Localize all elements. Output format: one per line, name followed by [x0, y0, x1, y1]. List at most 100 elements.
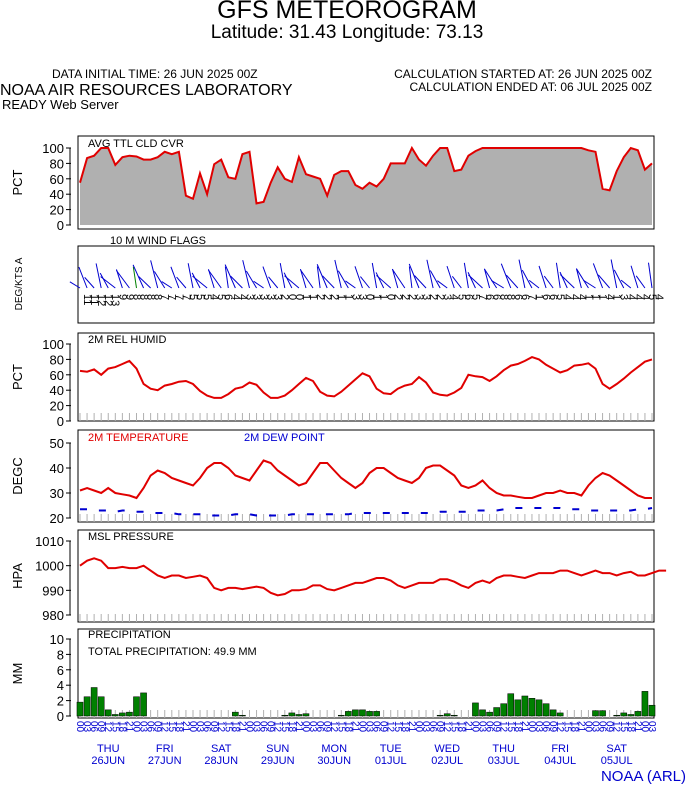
- precip-bar: [239, 714, 246, 717]
- wind-barb: [408, 266, 413, 289]
- precip-bar: [493, 707, 500, 717]
- wind-speed-label: 3: [420, 294, 432, 300]
- wind-speed-label: 2: [279, 294, 291, 300]
- wind-speed-label: 2: [321, 294, 333, 300]
- hour-label: 15: [618, 721, 629, 733]
- hour-label: 18: [568, 721, 579, 733]
- wind-barb: [207, 269, 222, 289]
- hour-label: 06: [258, 721, 269, 733]
- hour-label: 21: [575, 721, 586, 733]
- wind-barb: [299, 269, 314, 289]
- hour-label: 21: [123, 721, 134, 733]
- hour-label: 12: [102, 721, 113, 733]
- precip-bar: [521, 695, 529, 717]
- wind-speed-label: 3: [272, 294, 284, 300]
- hour-label: 12: [328, 721, 339, 733]
- wind-barb: [207, 269, 215, 289]
- precip-bar: [507, 693, 515, 717]
- hour-label: 09: [208, 721, 219, 733]
- panel-title-dewpoint: 2M DEW POINT: [244, 432, 325, 444]
- wind-barb: [192, 275, 208, 289]
- dewpoint-line: [80, 507, 653, 517]
- ytick-label: 40: [50, 187, 64, 202]
- wind-barb: [262, 266, 272, 289]
- day-of-week-label: WED: [434, 743, 460, 755]
- wind-barb: [647, 262, 653, 289]
- hour-label: 21: [236, 721, 247, 733]
- ytick-label: 80: [50, 352, 64, 367]
- wind-speed-label: 5: [646, 294, 658, 300]
- cloud-cover-line: [79, 145, 653, 205]
- wind-barb: [500, 263, 512, 289]
- wind-speed-label: 5: [187, 294, 199, 300]
- precip-bar: [373, 711, 380, 717]
- precip-bar: [514, 699, 522, 717]
- ytick-label: 1000: [35, 559, 64, 574]
- hour-label: 09: [491, 721, 502, 733]
- precip-bar: [627, 714, 635, 717]
- hour-label: 12: [554, 721, 565, 733]
- date-label: 26JUN: [91, 755, 125, 767]
- hour-label: 09: [152, 721, 163, 733]
- wind-speed-label: 1: [597, 294, 609, 300]
- date-label: 05JUL: [601, 755, 633, 767]
- wind-speed-label: 6: [222, 294, 234, 300]
- panel-frame-0: [77, 135, 655, 230]
- day-of-week-label: THU: [97, 743, 120, 755]
- ytick-label: 0: [57, 218, 64, 233]
- wind-barb: [354, 266, 363, 289]
- precip-bar: [436, 714, 444, 717]
- precip-bar: [634, 711, 642, 717]
- wind-speed-label: 5: [554, 294, 566, 300]
- precip-bar: [288, 712, 296, 717]
- y-axis-label: DEGC: [10, 457, 25, 495]
- ytick-label: 20: [50, 203, 64, 218]
- wind-barb: [100, 276, 116, 289]
- hour-label: 21: [293, 721, 304, 733]
- wind-barb: [132, 264, 145, 289]
- ytick-label: 4: [57, 678, 64, 693]
- wind-barb: [253, 280, 264, 289]
- wind-speed-label: 12: [102, 294, 114, 306]
- panel-title-precip: PRECIPITATION: [88, 629, 171, 641]
- wind-barb: [170, 266, 180, 289]
- wind-barb: [69, 281, 81, 289]
- hour-label: 00: [526, 721, 537, 733]
- hour-label: 00: [74, 721, 85, 733]
- wind-barb: [483, 268, 491, 289]
- hour-label: 03: [194, 721, 205, 733]
- wind-speed-label: 6: [540, 294, 552, 300]
- wind-speed-label: 8: [152, 294, 164, 300]
- wind-barb: [446, 265, 455, 289]
- page-subtitle: Latitude: 31.43 Longitude: 73.13: [210, 22, 484, 43]
- hour-label: 21: [406, 721, 417, 733]
- hour-label: 15: [222, 721, 233, 733]
- ytick-label: 980: [42, 608, 64, 623]
- panel-title-cloud: AVG TTL CLD CVR: [88, 138, 184, 150]
- hour-label: 06: [597, 721, 608, 733]
- wind-speed-label: 2: [328, 294, 340, 300]
- wind-barb: [467, 272, 476, 289]
- wind-speed-label: 8: [505, 294, 517, 300]
- hour-label: 00: [469, 721, 480, 733]
- panel-title-wind: 10 M WIND FLAGS: [110, 235, 206, 247]
- wind-barb: [518, 259, 526, 289]
- y-axis-label: MM: [10, 663, 25, 685]
- precip-bar: [133, 696, 140, 717]
- wind-barb: [635, 275, 646, 289]
- hour-label: 06: [201, 721, 212, 733]
- hour-label: 21: [462, 721, 473, 733]
- wind-speed-label: 2: [427, 294, 439, 300]
- hour-label: 18: [625, 721, 636, 733]
- day-of-week-label: TUE: [380, 743, 402, 755]
- hour-label: 00: [300, 721, 311, 733]
- y-axis-label: PCT: [10, 364, 25, 390]
- temperature-line: [79, 459, 652, 500]
- wind-speed-label: 2: [434, 294, 446, 300]
- precip-bar: [338, 714, 345, 717]
- wind-barb: [360, 276, 370, 289]
- wind-speed-label: 0: [363, 294, 375, 300]
- wind-barb: [371, 262, 378, 289]
- wind-speed-label: 4: [632, 294, 644, 300]
